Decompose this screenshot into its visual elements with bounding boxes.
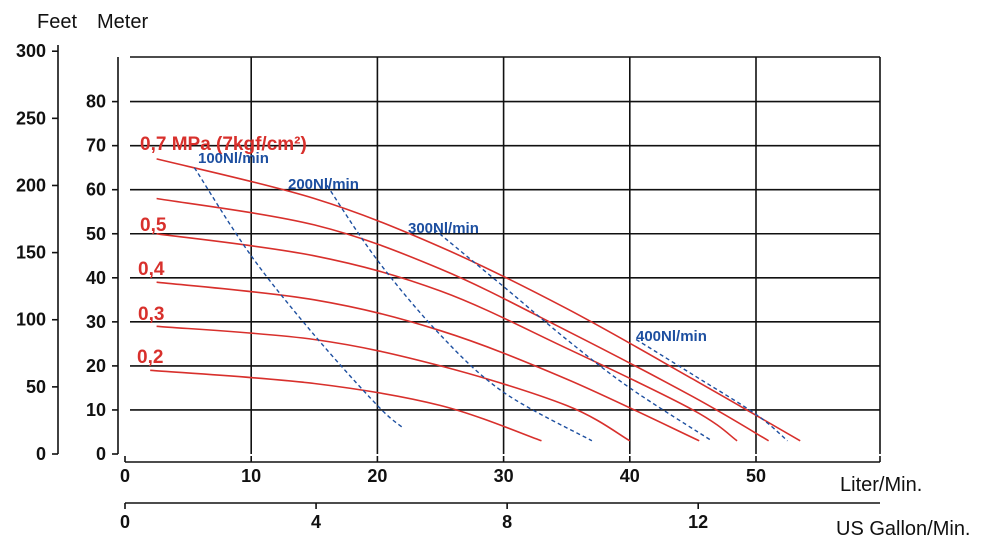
feet-unit-label: Feet — [37, 11, 77, 33]
feet-tick-label: 100 — [16, 310, 46, 330]
liter-tick-label: 30 — [494, 466, 514, 486]
air-series-label: 400Nl/min — [636, 328, 707, 345]
liter-tick-label: 50 — [746, 466, 766, 486]
pressure-series-label: 0,4 — [138, 259, 165, 280]
gallon-tick-label: 12 — [688, 512, 708, 532]
pressure-curve — [156, 158, 801, 442]
feet-tick-label: 300 — [16, 41, 46, 61]
meter-tick-label: 80 — [86, 92, 106, 112]
meter-tick-label: 40 — [86, 268, 106, 288]
feet-tick-label: 0 — [36, 444, 46, 464]
pressure-curve — [156, 281, 700, 442]
meter-tick-label: 60 — [86, 180, 106, 200]
meter-tick-label: 20 — [86, 356, 106, 376]
air-series-label: 200Nl/min — [288, 176, 359, 193]
pressure-series-label: 0,5 — [140, 215, 167, 236]
liter-tick-label: 40 — [620, 466, 640, 486]
meter-tick-label: 10 — [86, 400, 106, 420]
feet-tick-label: 200 — [16, 175, 46, 195]
gallon-tick-label: 8 — [502, 512, 512, 532]
liter-tick-label: 20 — [367, 466, 387, 486]
meter-tick-label: 50 — [86, 224, 106, 244]
pressure-series-label: 0,2 — [137, 347, 163, 368]
feet-tick-label: 150 — [16, 243, 46, 263]
meter-tick-label: 0 — [96, 444, 106, 464]
pressure-curve — [150, 369, 542, 442]
liter-unit-label: Liter/Min. — [840, 474, 922, 496]
air-series-label: 100Nl/min — [198, 150, 269, 167]
air-consumption-curve — [326, 184, 593, 442]
pressure-series-label: 0,3 — [138, 304, 164, 325]
pressure-curve — [156, 233, 738, 442]
pressure-curve — [156, 197, 770, 442]
feet-tick-label: 50 — [26, 377, 46, 397]
liter-tick-label: 0 — [120, 466, 130, 486]
gallon-unit-label: US Gallon/Min. — [836, 518, 971, 539]
grid-layer — [130, 56, 881, 454]
liter-tick-label: 10 — [241, 466, 261, 486]
pressure-series-label: 0,7 MPa (7kgf/cm²) — [140, 134, 307, 155]
meter-unit-label: Meter — [97, 11, 148, 33]
air-consumption-curve — [193, 167, 404, 429]
pressure-curve — [156, 325, 631, 442]
air-consumption-curve — [635, 338, 788, 442]
air-consumption-curve — [433, 228, 713, 442]
meter-tick-label: 70 — [86, 136, 106, 156]
feet-tick-label: 250 — [16, 108, 46, 128]
air-series-label: 300Nl/min — [408, 220, 479, 237]
series-layer: 0,7 MPa (7kgf/cm²) 0,5 0,4 0,3 0,2 100Nl/min 2… — [137, 134, 801, 442]
gallon-tick-label: 4 — [311, 512, 321, 532]
meter-tick-label: 30 — [86, 312, 106, 332]
gallon-tick-label: 0 — [120, 512, 130, 532]
